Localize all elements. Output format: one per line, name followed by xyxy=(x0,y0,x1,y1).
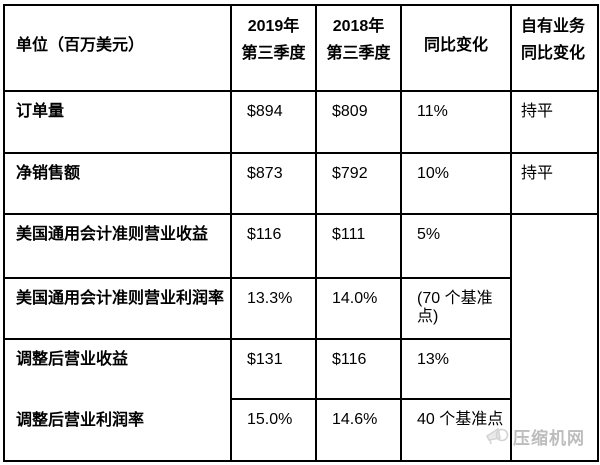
cell-q3-2018: 14.0% xyxy=(315,277,402,340)
header-organic-line1: 自有业务 xyxy=(521,18,586,35)
row-label: 净销售额 xyxy=(3,152,232,215)
row-label: 订单量 xyxy=(3,90,232,154)
cell-q3-2019: $116 xyxy=(230,213,317,279)
cell-organic: 持平 xyxy=(510,90,599,154)
header-organic-line2: 同比变化 xyxy=(521,45,586,62)
cell-q3-2018: $809 xyxy=(315,90,402,154)
cell-organic: 持平 xyxy=(510,152,599,215)
table-row-net-sales: 净销售额 $873 $792 10% 持平 xyxy=(3,152,599,215)
row-label: 调整后营业收益 xyxy=(16,351,129,368)
header-yoy-change-label: 同比变化 xyxy=(423,37,488,54)
cell-yoy: 10% xyxy=(400,152,512,215)
header-q3-2019: 2019年 第三季度 xyxy=(230,4,317,92)
header-q3-2018: 2018年 第三季度 xyxy=(315,4,402,92)
cell-yoy: 5% xyxy=(400,213,512,279)
header-organic-yoy: 自有业务 同比变化 xyxy=(510,4,599,92)
row-label: 美国通用会计准则营业利润率 xyxy=(3,277,232,340)
financial-results-table: 单位（百万美元） 2019年 第三季度 2018年 第三季度 同比变化 自有业务… xyxy=(3,4,599,462)
cell-q3-2018: $792 xyxy=(315,152,402,215)
cell-q3-2019: $131 xyxy=(230,338,317,400)
table-row-gaap-income: 美国通用会计准则营业收益 $116 $111 5% xyxy=(3,213,599,462)
table-row-adjusted-margin: 15.0% 14.6% 40 个基准点 xyxy=(4,398,598,462)
cell-yoy: (70 个基准点) xyxy=(400,277,512,340)
row-label: 美国通用会计准则营业收益 xyxy=(3,213,232,279)
cell-q3-2018: $111 xyxy=(315,213,402,279)
header-yoy-change: 同比变化 xyxy=(400,4,512,92)
header-row: 单位（百万美元） 2019年 第三季度 2018年 第三季度 同比变化 自有业务… xyxy=(3,4,599,92)
header-unit-label: 单位（百万美元） xyxy=(16,37,145,54)
header-q3-2018-line1: 2018年 xyxy=(332,18,385,35)
table-row-adjusted-income: 调整后营业收益 调整后营业利润率 $131 $116 13% xyxy=(3,338,598,462)
cell-yoy: 11% xyxy=(400,90,512,154)
cell-organic-merged-empty xyxy=(510,213,599,462)
cell-q3-2018: 14.6% xyxy=(315,398,402,462)
header-unit: 单位（百万美元） xyxy=(3,4,232,92)
header-q3-2018-line2: 第三季度 xyxy=(326,45,391,62)
cell-q3-2019: 13.3% xyxy=(230,277,317,340)
cell-q3-2019: $894 xyxy=(230,90,317,154)
header-q3-2019-line2: 第三季度 xyxy=(241,45,306,62)
row-label: 调整后营业利润率 xyxy=(16,412,145,429)
cell-yoy: 13% xyxy=(400,338,512,400)
header-q3-2019-line1: 2019年 xyxy=(247,18,300,35)
cell-q3-2019: $873 xyxy=(230,152,317,215)
cell-yoy: 40 个基准点 xyxy=(400,398,512,462)
table-row-gaap-margin: 美国通用会计准则营业利润率 13.3% 14.0% (70 个基准点) xyxy=(3,277,598,340)
cell-q3-2019: 15.0% xyxy=(230,398,317,462)
table-row-orders: 订单量 $894 $809 11% 持平 xyxy=(3,90,599,154)
cell-q3-2018: $116 xyxy=(315,338,402,400)
row-label-merged-adjusted: 调整后营业收益 调整后营业利润率 xyxy=(3,338,232,462)
